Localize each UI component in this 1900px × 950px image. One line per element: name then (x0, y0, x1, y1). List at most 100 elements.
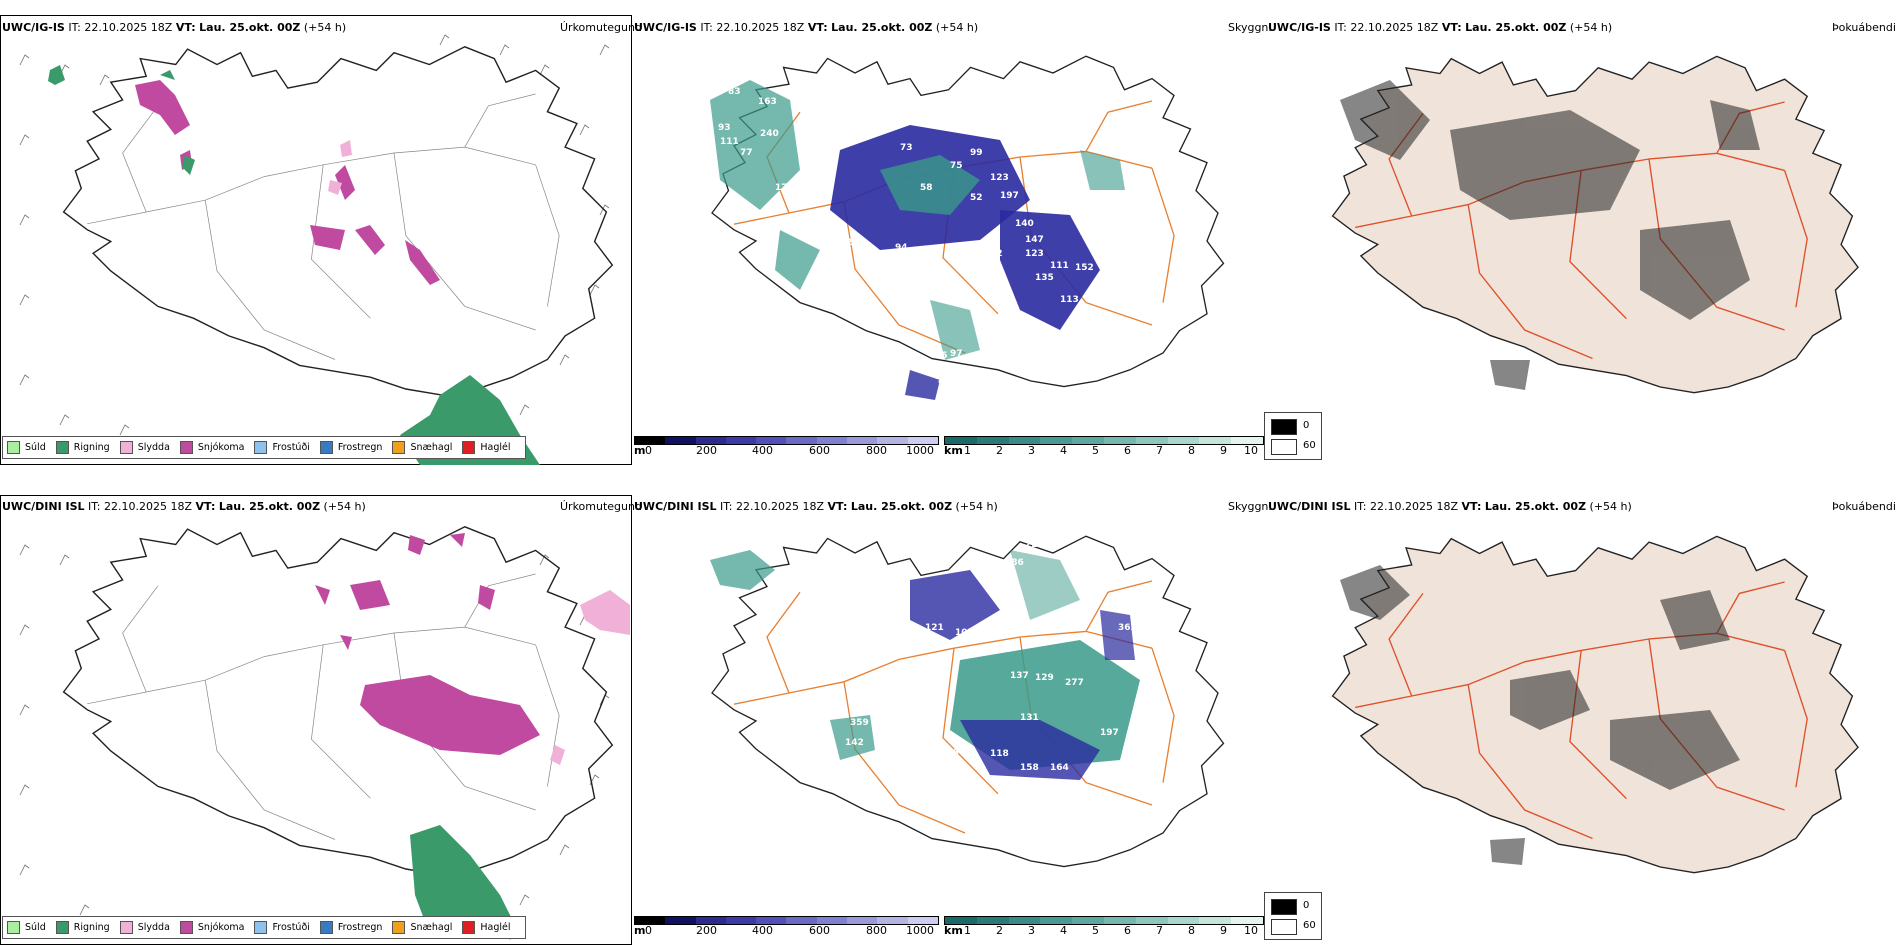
vis-value: 105 (955, 628, 974, 638)
vis-value: 118 (990, 749, 1009, 759)
vis-value: 303 (1100, 763, 1119, 773)
vis-value: 159 (1090, 283, 1109, 293)
map-visibility-row2: 286 221 179 121 105 283 262 129 277 362 … (710, 535, 1225, 871)
map-visibility-row1: 83 163 93 111 240 77 179 107 125 94 85 7… (710, 55, 1225, 400)
vis-value: 75 (950, 161, 963, 171)
legend-item: Snæhagl (392, 441, 452, 454)
precip-type-panel-row1 (0, 15, 632, 465)
vis-value: 125 (840, 238, 859, 248)
vis-value: 52 (970, 193, 983, 203)
vis-value: 97 (950, 349, 963, 359)
precip-legend-row1: Súld Rigning Slydda Snjókoma Frostúði Fr… (2, 436, 526, 459)
vis-value: 146 (940, 748, 959, 758)
legend-item: Súld (7, 441, 46, 454)
vis-value: 252 (1035, 778, 1054, 788)
vis-value: 107 (720, 233, 739, 243)
map-fog-row1 (1331, 55, 1859, 394)
legend-item: Súld (7, 921, 46, 934)
vis-value: 197 (1100, 728, 1119, 738)
vis-value: 105 (1145, 713, 1164, 723)
panel-label-fog-row2: Þokuábendi (1832, 500, 1896, 513)
legend-item: Frostúði (254, 441, 310, 454)
vis-value: 286 (1005, 558, 1024, 568)
vis-value: 94 (895, 243, 908, 253)
vis-value: 262 (1040, 636, 1059, 646)
vis-value: 123 (1025, 249, 1044, 259)
panel-title-row2-p1: UWC/DINI ISL IT: 22.10.2025 18Z VT: Lau.… (2, 500, 366, 513)
vis-value: 179 (775, 183, 794, 193)
panel-label-fog-row1: Þokuábendi (1832, 21, 1896, 34)
legend-item: Slydda (119, 441, 170, 454)
fog-areas (1340, 80, 1760, 390)
vis-value: 152 (1075, 263, 1094, 273)
vis-value: 82 (990, 249, 1003, 259)
legend-item: Snæhagl (392, 921, 452, 934)
vis-value: 221 (1025, 540, 1044, 550)
cloud-height-colorbar-row1: m 0 200 400 600 800 1000 (634, 436, 939, 462)
panel-label-precip-row2: Úrkomutegund (560, 500, 642, 513)
vis-value: 105 (1065, 329, 1084, 339)
legend-item: Rigning (55, 441, 110, 454)
vis-value: 74 (895, 265, 908, 275)
precip-legend-row2: Súld Rigning Slydda Snjókoma Frostúði Fr… (2, 916, 526, 939)
vis-value: 131 (1020, 713, 1039, 723)
vis-value: 281 (925, 861, 944, 871)
vis-value: 73 (900, 143, 913, 153)
map-precip-row2 (19, 526, 630, 940)
vis-value: 197 (1000, 191, 1019, 201)
vis-value: 77 (740, 148, 753, 158)
vis-value: 111 (720, 137, 739, 147)
legend-item: Frostregn (319, 921, 382, 934)
precip-type-panel-row2 (0, 495, 632, 945)
vis-value: 158 (1020, 763, 1039, 773)
legend-item: Haglél (462, 441, 511, 454)
vis-value: 163 (758, 97, 777, 107)
vis-value: 140 (1015, 219, 1034, 229)
vis-value: 111 (1050, 261, 1069, 271)
vis-value: 121 (925, 623, 944, 633)
vis-value: 359 (850, 718, 869, 728)
map-precip-row1 (19, 34, 614, 465)
legend-item: Rigning (55, 921, 110, 934)
vis-value: 142 (845, 738, 864, 748)
panel-title-row1-p3: UWC/IG-IS IT: 22.10.2025 18Z VT: Lau. 25… (1268, 21, 1613, 34)
panel-label-visibility-row1: Skyggni (1228, 21, 1272, 34)
vis-value: 99 (970, 148, 983, 158)
cloud-height-colorbar-row2: m 0 200 400 600 800 1000 (634, 916, 939, 942)
cloud-areas (710, 80, 1125, 400)
legend-item: Snjókoma (179, 921, 244, 934)
panel-title-row1-p2: UWC/IG-IS IT: 22.10.2025 18Z VT: Lau. 25… (634, 21, 979, 34)
fog-legend-row1: 0 60 (1264, 412, 1322, 460)
vis-value: 93 (718, 123, 731, 133)
vis-value: 83 (728, 87, 741, 97)
vis-value: 240 (760, 129, 779, 139)
panel-label-precip-row1: Úrkomutegund (560, 21, 642, 34)
visibility-colorbar-row1: km 1 2 3 4 5 6 7 8 9 10 (944, 436, 1264, 462)
panel-title-row1-p1: UWC/IG-IS IT: 22.10.2025 18Z VT: Lau. 25… (2, 21, 347, 34)
vis-value: 179 (1085, 580, 1104, 590)
vis-value: 123 (990, 173, 1009, 183)
vis-value: 129 (1035, 673, 1054, 683)
legend-item: Haglél (462, 921, 511, 934)
visibility-values: 83 163 93 111 240 77 179 107 125 94 85 7… (718, 87, 1109, 389)
vis-value: 283 (1025, 618, 1044, 628)
vis-value: 164 (1050, 763, 1069, 773)
legend-item: Slydda (119, 921, 170, 934)
vis-value: 85 (920, 248, 933, 258)
vis-value: 58 (920, 183, 933, 193)
fog-legend-row2: 0 60 (1264, 892, 1322, 940)
legend-item: Frostúði (254, 921, 310, 934)
legend-item: Frostregn (319, 441, 382, 454)
vis-value: 113 (1060, 295, 1079, 305)
vis-value: 96 (938, 379, 951, 389)
panel-label-visibility-row2: Skyggni (1228, 500, 1272, 513)
vis-value: 135 (1035, 273, 1054, 283)
panel-title-row2-p3: UWC/DINI ISL IT: 22.10.2025 18Z VT: Lau.… (1268, 500, 1632, 513)
vis-value: 137 (1010, 671, 1029, 681)
legend-item: Snjókoma (179, 441, 244, 454)
precip-areas (135, 80, 440, 285)
vis-value: 85 (935, 351, 948, 361)
vis-value: 362 (1118, 623, 1137, 633)
map-fog-row2 (1331, 535, 1859, 874)
vis-value: 277 (1065, 678, 1084, 688)
